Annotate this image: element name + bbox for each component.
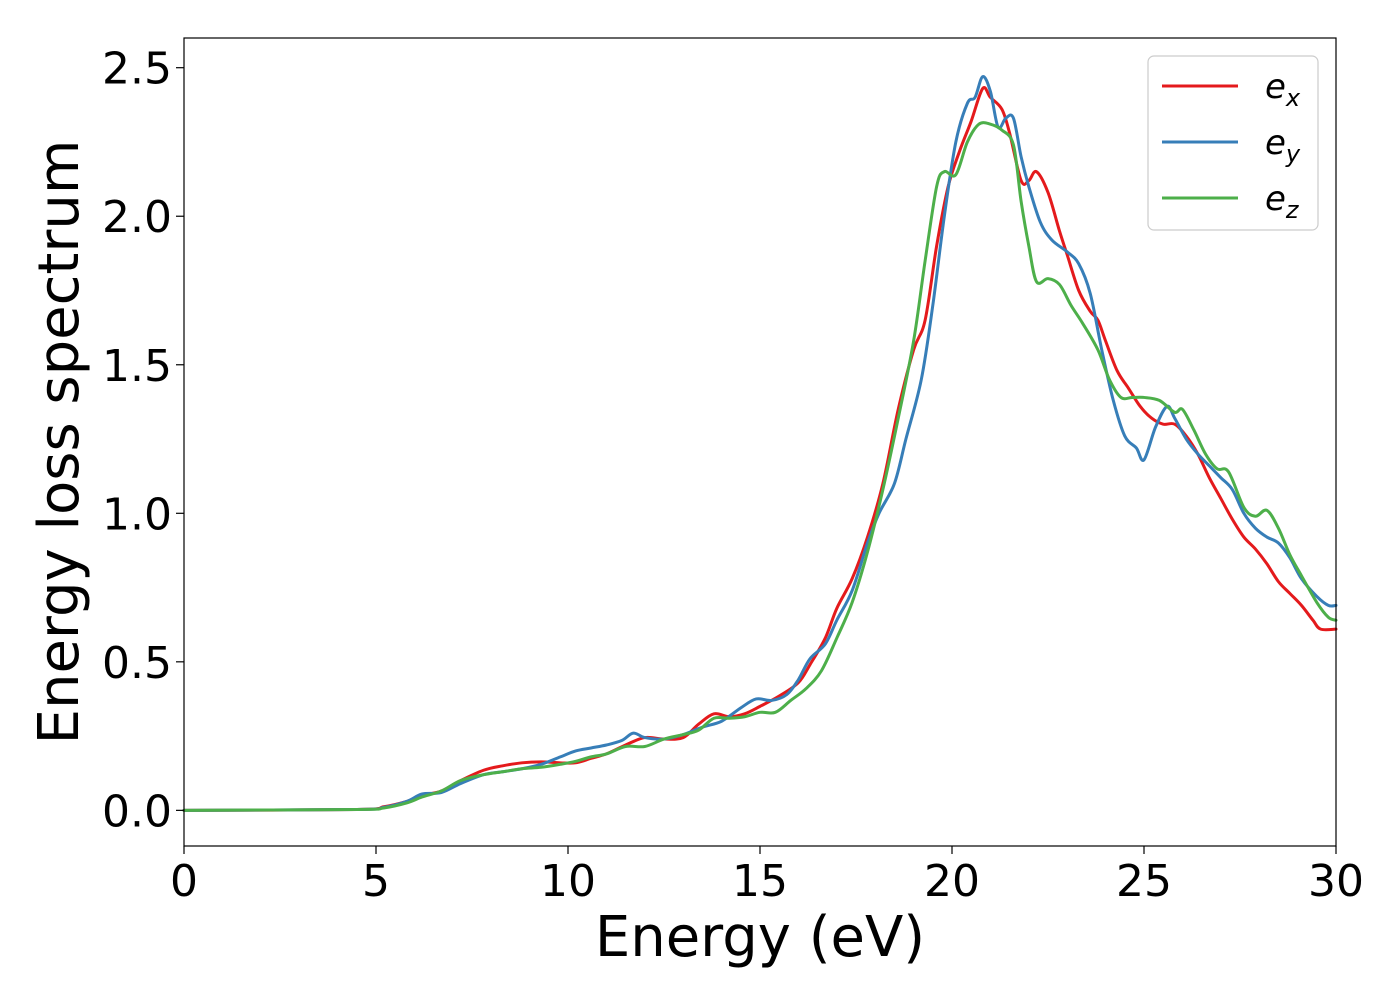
y-tick-label: 1.5 bbox=[102, 341, 172, 392]
y-axis-title: Energy loss spectrum bbox=[27, 140, 92, 745]
series-layer bbox=[182, 75, 1338, 812]
x-tick-label: 5 bbox=[362, 856, 390, 907]
legend-label-y: ey bbox=[1265, 123, 1301, 168]
x-tick-label: 0 bbox=[170, 856, 198, 907]
legend-label-z: ez bbox=[1265, 179, 1300, 224]
y-axis: 0.0 0.5 1.0 1.5 2.0 2.5 bbox=[102, 44, 184, 837]
series-line-z bbox=[182, 121, 1338, 812]
y-tick-label: 0.0 bbox=[102, 786, 172, 837]
x-tick-label: 20 bbox=[924, 856, 980, 907]
x-axis-title: Energy (eV) bbox=[595, 905, 925, 970]
series-line-y bbox=[182, 75, 1338, 812]
x-tick-label: 15 bbox=[732, 856, 788, 907]
y-tick-label: 2.0 bbox=[102, 192, 172, 243]
y-tick-label: 1.0 bbox=[102, 489, 172, 540]
x-tick-label: 30 bbox=[1308, 856, 1364, 907]
x-tick-label: 10 bbox=[540, 856, 596, 907]
y-tick-label: 2.5 bbox=[102, 44, 172, 95]
y-tick-label: 0.5 bbox=[102, 638, 172, 689]
x-tick-label: 25 bbox=[1116, 856, 1172, 907]
legend-label-x: ex bbox=[1265, 67, 1301, 112]
x-axis: 0 5 10 15 20 25 30 bbox=[170, 846, 1364, 907]
legend: ex ey ez bbox=[1147, 55, 1319, 231]
